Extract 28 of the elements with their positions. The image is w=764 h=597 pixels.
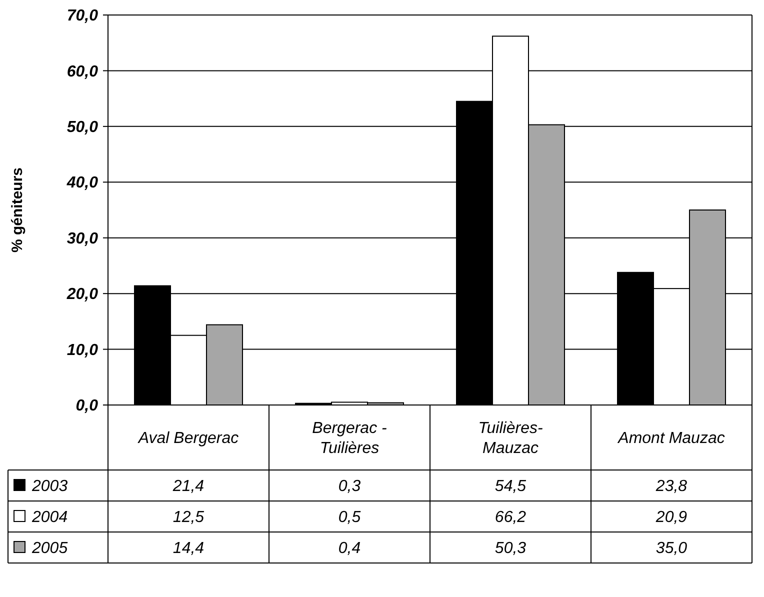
y-axis-title: % géniteurs bbox=[9, 167, 26, 253]
y-tick-label: 10,0 bbox=[66, 342, 98, 359]
data-label: 50,3 bbox=[494, 540, 526, 558]
x-tick-label: Tuilières- Mauzac bbox=[478, 420, 543, 458]
data-label: 35,0 bbox=[656, 540, 688, 558]
data-label: 20,9 bbox=[654, 509, 688, 526]
y-tick-label: 30,0 bbox=[66, 230, 98, 248]
legend-label: 2003 bbox=[31, 478, 68, 496]
data-label: 23,8 bbox=[654, 478, 688, 496]
x-tick-label: Bergerac - Tuilières bbox=[312, 420, 387, 458]
y-tick-label: 20,0 bbox=[66, 286, 98, 304]
y-tick-label: 70,0 bbox=[66, 8, 98, 25]
data-label: 14,4 bbox=[172, 540, 204, 558]
data-label: 0,4 bbox=[338, 540, 361, 558]
data-label: 66,2 bbox=[494, 509, 526, 526]
data-label: 0,3 bbox=[338, 478, 361, 496]
data-label: 12,5 bbox=[172, 509, 204, 526]
legend-label: 2004 bbox=[31, 509, 68, 526]
y-tick-label: 0,0 bbox=[76, 398, 98, 415]
y-tick-label: 40,0 bbox=[66, 174, 98, 192]
data-label: 0,5 bbox=[338, 509, 361, 526]
data-label: 21,4 bbox=[172, 478, 204, 496]
legend-label: 2005 bbox=[31, 540, 68, 558]
y-tick-label: 50,0 bbox=[66, 119, 98, 136]
x-tick-label: Aval Bergerac bbox=[137, 430, 239, 448]
y-tick-label: 60,0 bbox=[66, 63, 98, 80]
data-label: 54,5 bbox=[494, 478, 526, 496]
x-tick-label: Amont Mauzac bbox=[617, 430, 725, 448]
